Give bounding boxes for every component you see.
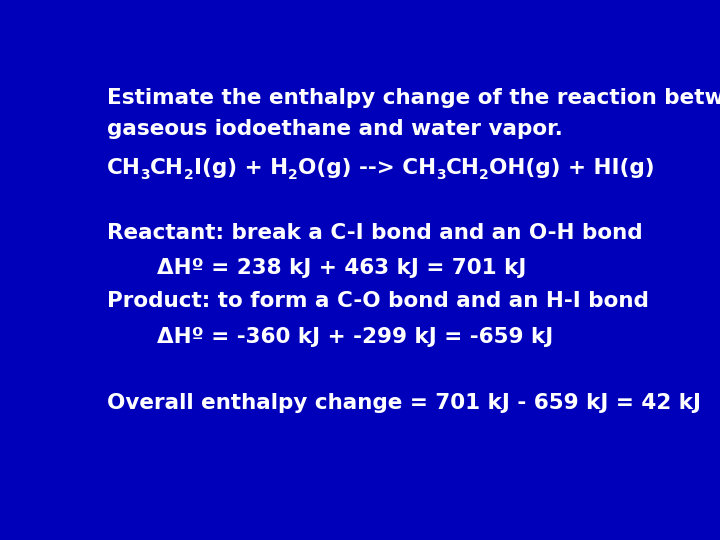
Text: Overall enthalpy change = 701 kJ - 659 kJ = 42 kJ: Overall enthalpy change = 701 kJ - 659 k… bbox=[107, 393, 701, 413]
Text: OH(g) + HI(g): OH(g) + HI(g) bbox=[489, 158, 654, 178]
Text: 3: 3 bbox=[436, 167, 446, 181]
Text: Reactant: break a C-I bond and an O-H bond: Reactant: break a C-I bond and an O-H bo… bbox=[107, 223, 642, 243]
Text: 2: 2 bbox=[480, 167, 489, 181]
Text: I(g) + H: I(g) + H bbox=[194, 158, 288, 178]
Text: ΔHº = 238 kJ + 463 kJ = 701 kJ: ΔHº = 238 kJ + 463 kJ = 701 kJ bbox=[157, 258, 526, 278]
Text: ΔHº = -360 kJ + -299 kJ = -659 kJ: ΔHº = -360 kJ + -299 kJ = -659 kJ bbox=[157, 327, 553, 347]
Text: 2: 2 bbox=[184, 167, 194, 181]
Text: O(g) --> CH: O(g) --> CH bbox=[298, 158, 436, 178]
Text: 2: 2 bbox=[288, 167, 298, 181]
Text: CH: CH bbox=[150, 158, 184, 178]
Text: Estimate the enthalpy change of the reaction between: Estimate the enthalpy change of the reac… bbox=[107, 87, 720, 107]
Text: gaseous iodoethane and water vapor.: gaseous iodoethane and water vapor. bbox=[107, 119, 562, 139]
Text: CH: CH bbox=[107, 158, 140, 178]
Text: 3: 3 bbox=[140, 167, 150, 181]
Text: Product: to form a C-O bond and an H-I bond: Product: to form a C-O bond and an H-I b… bbox=[107, 292, 649, 312]
Text: CH: CH bbox=[446, 158, 480, 178]
